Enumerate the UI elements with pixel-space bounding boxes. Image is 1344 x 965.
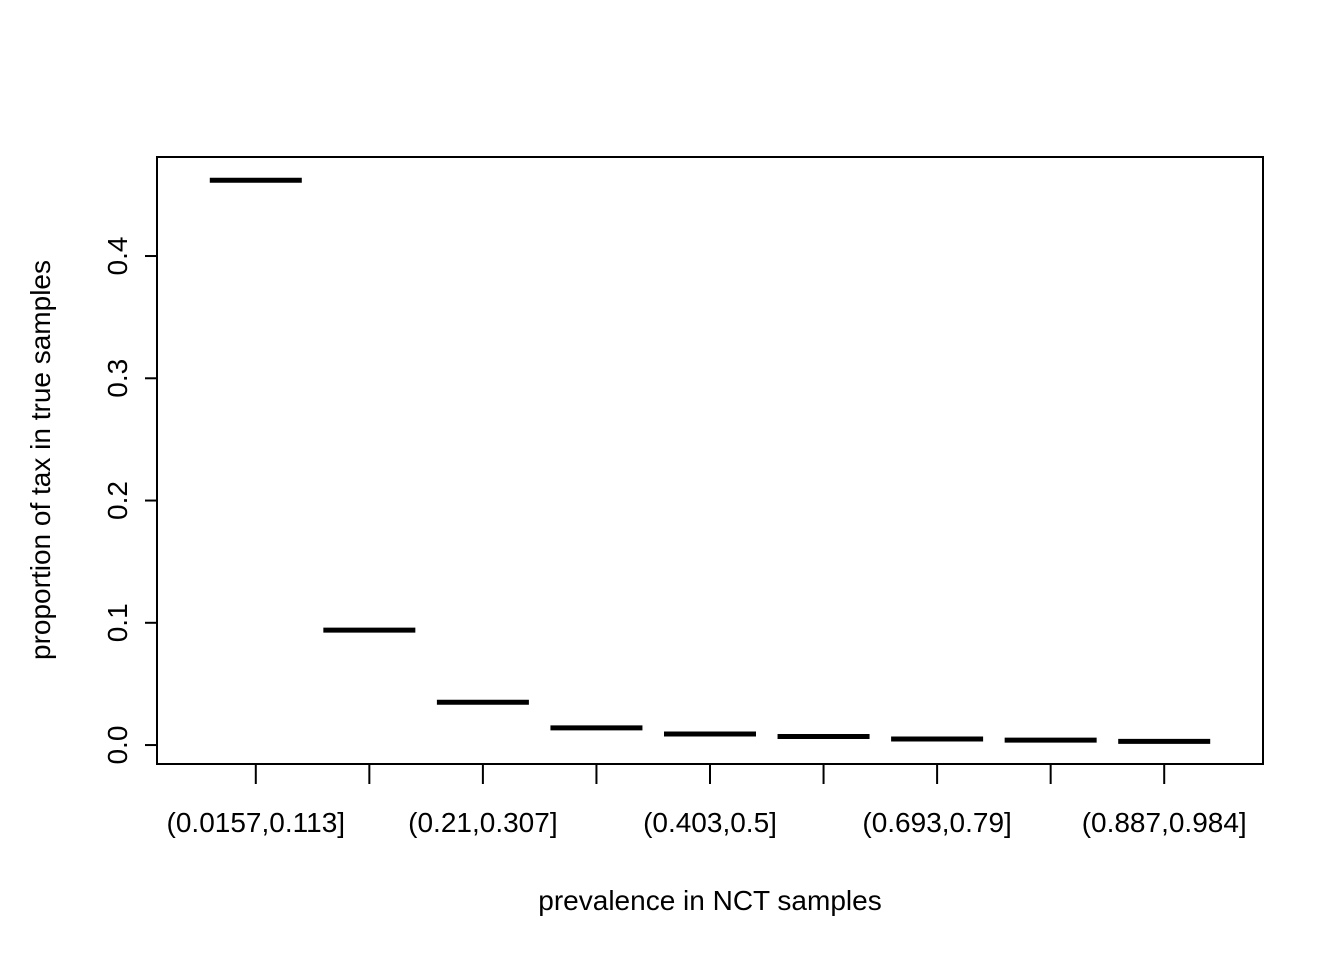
plot-frame	[156, 156, 1264, 765]
x-tick-label: (0.693,0.79]	[862, 807, 1011, 838]
y-tick-label: 0.2	[102, 481, 133, 520]
y-axis-label: proportion of tax in true samples	[25, 260, 56, 660]
x-axis-label: prevalence in NCT samples	[538, 885, 881, 916]
x-tick-label: (0.0157,0.113]	[167, 807, 346, 838]
x-tick-label: (0.887,0.984]	[1082, 807, 1247, 838]
x-tick-label: (0.21,0.307]	[408, 807, 557, 838]
y-tick-label: 0.1	[102, 603, 133, 642]
y-tick-label: 0.0	[102, 726, 133, 765]
y-tick-label: 0.4	[102, 237, 133, 276]
y-tick-label: 0.3	[102, 359, 133, 398]
x-tick-label: (0.403,0.5]	[643, 807, 777, 838]
